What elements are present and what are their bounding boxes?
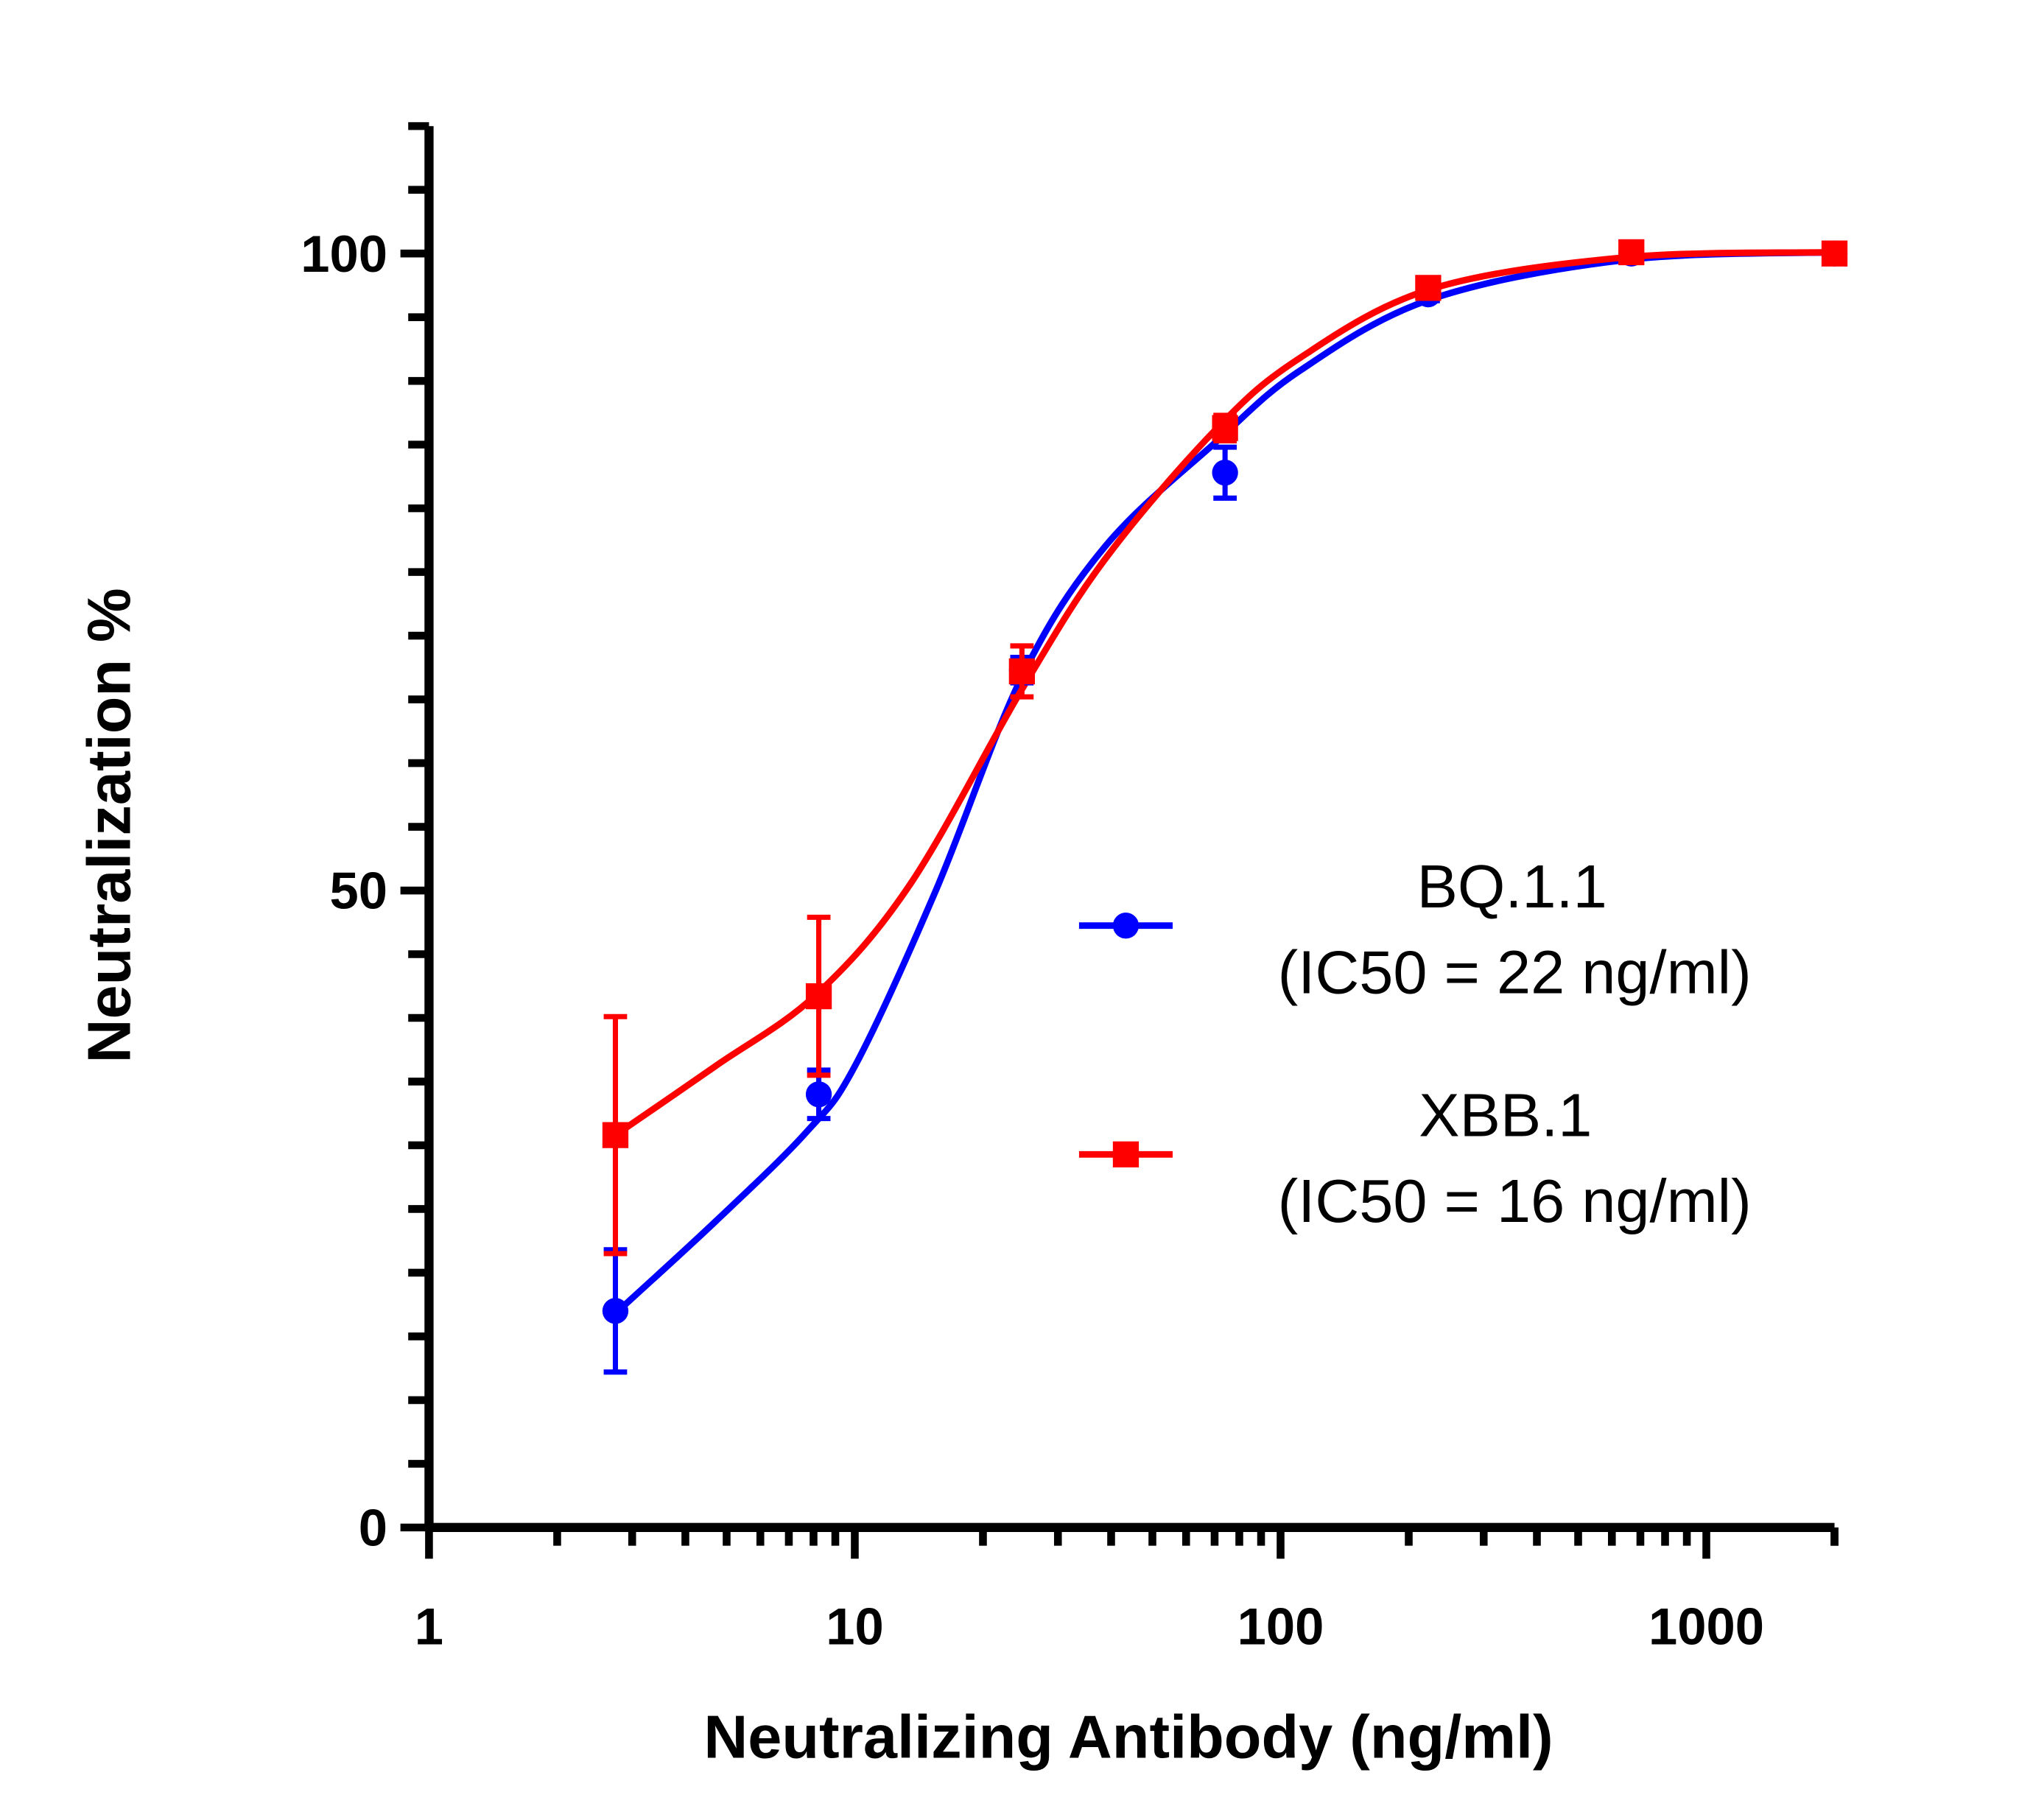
y-axis-title: Neutralization % bbox=[74, 588, 143, 1063]
fit-curve-bq11 bbox=[613, 249, 1835, 1316]
data-point-xbb1 bbox=[602, 1122, 629, 1148]
x-tick-label: 1000 bbox=[1648, 1598, 1764, 1656]
legend-item-xbb1: XBB.1 (IC50 = 16 ng/ml) bbox=[1078, 1081, 1752, 1235]
y-tick-label: 50 bbox=[329, 862, 387, 920]
data-point-xbb1 bbox=[1415, 275, 1442, 301]
x-tick-label: 10 bbox=[826, 1598, 884, 1656]
x-axis-title: Neutralizing Antibody (ng/ml) bbox=[703, 1702, 1553, 1771]
legend-label-xbb1: XBB.1 bbox=[1419, 1081, 1592, 1150]
data-point-bq11 bbox=[602, 1298, 629, 1324]
data-point-bq11 bbox=[805, 1081, 832, 1108]
data-point-xbb1 bbox=[1212, 415, 1238, 441]
axes: 0 50 100 1 10 100 1000 bbox=[301, 122, 1839, 1656]
y-tick-label: 100 bbox=[301, 225, 387, 283]
fit-curves bbox=[613, 249, 1835, 1316]
data-point-bq11 bbox=[1212, 460, 1238, 486]
data-point-xbb1 bbox=[1008, 658, 1036, 685]
legend-ic50-xbb1: (IC50 = 16 ng/ml) bbox=[1278, 1167, 1752, 1235]
legend-marker-square bbox=[1112, 1141, 1140, 1167]
legend-label-bq11: BQ.1.1 bbox=[1417, 852, 1607, 921]
x-tick-label: 100 bbox=[1237, 1598, 1324, 1656]
data-point-xbb1 bbox=[805, 983, 832, 1010]
data-point-xbb1 bbox=[1618, 239, 1645, 266]
legend-marker-circle bbox=[1112, 913, 1140, 939]
legend: BQ.1.1 (IC50 = 22 ng/ml) XBB.1 (IC50 = 1… bbox=[1078, 852, 1752, 1235]
x-tick-label: 1 bbox=[415, 1598, 443, 1656]
data-point-xbb1 bbox=[1821, 240, 1848, 267]
data-points bbox=[602, 239, 1848, 1375]
y-tick-label: 0 bbox=[359, 1499, 387, 1557]
legend-ic50-bq11: (IC50 = 22 ng/ml) bbox=[1278, 938, 1752, 1006]
legend-item-bq11: BQ.1.1 (IC50 = 22 ng/ml) bbox=[1078, 852, 1752, 1006]
